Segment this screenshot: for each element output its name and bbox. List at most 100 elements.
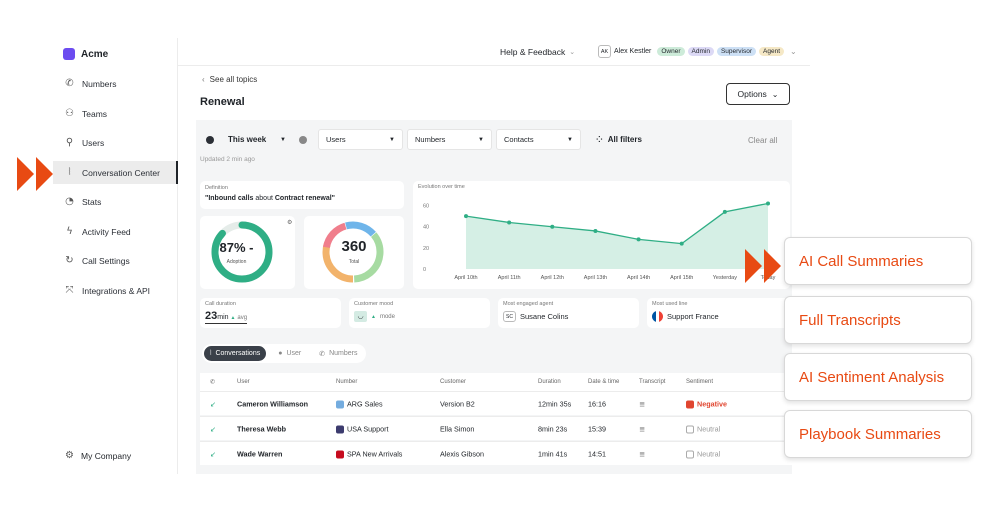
row-sentiment-label: Neutral — [697, 423, 721, 433]
customer-mood-value: ◡ ▲ mode — [354, 311, 395, 322]
total-gauge-segment-orange — [322, 221, 384, 283]
spain-flag-icon — [336, 450, 344, 459]
teams-icon: ⚇ — [65, 108, 74, 119]
x-tick-label: Yesterday — [713, 275, 738, 281]
argentina-flag-icon — [336, 400, 344, 409]
filter-icon: ⁘ — [596, 135, 603, 144]
help-feedback-menu[interactable]: Help & Feedback ⌄ — [500, 47, 575, 57]
mood-suffix: mode — [379, 313, 395, 320]
period-select[interactable]: This week ▼ — [221, 129, 293, 150]
trend-up-icon: ▲ — [371, 313, 376, 320]
role-badge-agent: Agent — [759, 47, 785, 56]
chart-point[interactable] — [507, 220, 512, 225]
duration-suffix: avg — [237, 315, 248, 321]
sidebar-item-activity-feed[interactable]: ϟ Activity Feed — [53, 220, 178, 243]
agent-name: Susane Colins — [520, 312, 569, 321]
main-content: Help & Feedback ⌄ AK Alex Kestler Owner … — [178, 38, 810, 474]
neutral-face-icon — [686, 425, 694, 434]
tab-conversations[interactable]: ⦚ Conversations — [204, 346, 267, 361]
sidebar-item-label: Teams — [82, 108, 108, 119]
y-tick-label: 60 — [423, 204, 429, 210]
chevron-down-icon: ⌄ — [569, 49, 576, 56]
total-label: Total — [348, 259, 360, 265]
sidebar-item-call-settings[interactable]: ↻ Call Settings — [53, 249, 178, 272]
quote-close: " — [331, 195, 335, 202]
tab-numbers[interactable]: ✆ Numbers — [313, 346, 363, 361]
x-tick-label: April 11th — [498, 275, 521, 281]
chart-point[interactable] — [722, 209, 727, 214]
contacts-filter[interactable]: Contacts ▼ — [496, 129, 581, 150]
tab-user[interactable]: ● User — [272, 346, 307, 361]
adoption-gauge — [211, 221, 273, 283]
transcript-icon[interactable]: ≣ — [639, 399, 646, 408]
back-link[interactable]: ‹ See all topics — [202, 75, 257, 84]
users-filter[interactable]: Users ▼ — [318, 129, 403, 150]
chart-point[interactable] — [636, 237, 641, 242]
numbers-filter[interactable]: Numbers ▼ — [407, 129, 492, 150]
role-badge-owner: Owner — [657, 47, 685, 56]
row-time: 15:39 — [588, 424, 606, 433]
sidebar-item-label: Conversation Center — [82, 167, 160, 178]
chart-point[interactable] — [593, 228, 598, 233]
most-used-line-card: Most used line Support France — [647, 298, 790, 328]
table-row[interactable]: ↙ Wade Warren SPA New Arrivals Alexis Gi… — [200, 441, 792, 465]
acme-logo-icon — [63, 48, 75, 60]
back-label: See all topics — [209, 75, 258, 84]
company-switcher[interactable]: ⚙ My Company — [64, 450, 131, 461]
feature-full-transcripts: Full Transcripts — [784, 296, 972, 344]
call-duration-label: Call duration — [205, 301, 236, 307]
chart-point[interactable] — [550, 224, 555, 229]
sidebar-item-label: Integrations & API — [82, 285, 151, 296]
user-menu[interactable]: AK Alex Kestler Owner Admin Supervisor A… — [598, 45, 797, 58]
sidebar-item-integrations[interactable]: ⤧ Integrations & API — [53, 279, 178, 302]
chart-point[interactable] — [679, 241, 684, 246]
inbound-call-icon: ↙ — [210, 449, 217, 458]
chart-point[interactable] — [464, 214, 468, 219]
france-flag-icon — [652, 311, 663, 322]
tab-label: Numbers — [329, 350, 358, 357]
row-customer: Alexis Gibson — [440, 449, 484, 458]
transcript-icon[interactable]: ≣ — [639, 449, 646, 458]
row-time: 16:16 — [588, 399, 606, 408]
chart-area — [466, 203, 768, 269]
period-label: This week — [228, 135, 267, 144]
table-row[interactable]: ↙ Theresa Webb USA Support Ella Simon 8m… — [200, 416, 792, 440]
sidebar-item-label: Numbers — [82, 78, 117, 89]
chart-line — [465, 202, 769, 245]
y-tick-label: 0 — [423, 267, 426, 273]
content-area — [196, 120, 792, 474]
sidebar-item-label: Activity Feed — [82, 226, 131, 237]
transcript-icon[interactable]: ≣ — [639, 424, 646, 433]
line-value: Support France — [652, 311, 719, 322]
table-row[interactable]: ↙ Cameron Williamson ARG Sales Version B… — [200, 391, 792, 415]
customer-mood-card: Customer mood ◡ ▲ mode — [349, 298, 490, 328]
chart-title: Evolution over time — [418, 184, 465, 190]
caret-down-icon: ▼ — [280, 136, 286, 143]
sidebar-item-label: Users — [82, 137, 105, 148]
chart-point[interactable] — [766, 201, 770, 206]
options-button[interactable]: Options ⌄ — [726, 83, 790, 105]
all-filters-button[interactable]: ⁘ All filters — [596, 135, 642, 144]
sidebar-item-teams[interactable]: ⚇ Teams — [53, 102, 178, 125]
waveform-icon: ⦚ — [210, 349, 212, 357]
role-badge-supervisor: Supervisor — [716, 47, 757, 56]
header-user: User — [237, 379, 250, 385]
row-sentiment: Negative — [686, 399, 727, 409]
header-transcript: Transcript — [639, 379, 666, 385]
sidebar-item-stats[interactable]: ◔ Stats — [53, 190, 178, 213]
sidebar-item-conversation-center[interactable]: ⦚ Conversation Center — [53, 161, 178, 184]
row-number-label: ARG Sales — [347, 398, 383, 408]
avatar: AK — [598, 45, 611, 58]
clear-all-button[interactable]: Clear all — [748, 136, 778, 145]
row-duration: 8min 23s — [538, 424, 568, 433]
row-user: Theresa Webb — [237, 424, 286, 433]
highlight-arrow-icon — [36, 157, 53, 191]
y-tick-label: 40 — [423, 225, 429, 231]
brand[interactable]: Acme — [63, 48, 108, 60]
sidebar-item-users[interactable]: ⚲ Users — [53, 131, 178, 154]
sidebar-item-numbers[interactable]: ✆ Numbers — [53, 72, 178, 95]
row-number: ARG Sales — [336, 398, 383, 409]
total-gauge — [322, 221, 384, 283]
evolution-chart: 0 20 40 60 April 10th April 11th April 12th Apr… — [423, 201, 776, 281]
sidebar-item-label: Call Settings — [82, 255, 130, 266]
